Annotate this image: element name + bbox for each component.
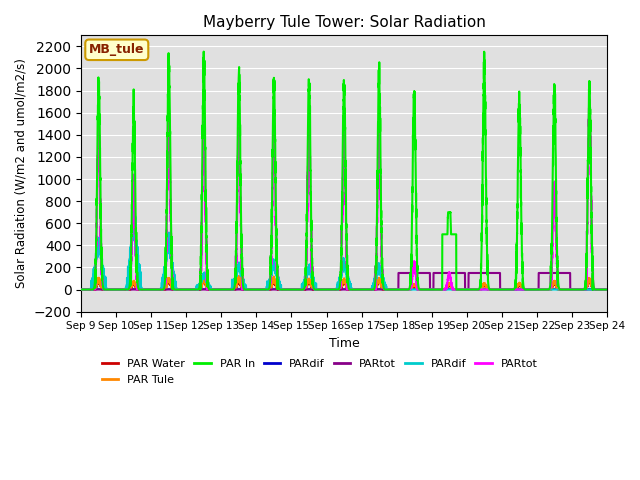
X-axis label: Time: Time — [329, 337, 360, 350]
Title: Mayberry Tule Tower: Solar Radiation: Mayberry Tule Tower: Solar Radiation — [203, 15, 486, 30]
Legend: PAR Water, PAR Tule, PAR In, PARdif, PARtot, PARdif, PARtot: PAR Water, PAR Tule, PAR In, PARdif, PAR… — [97, 355, 542, 389]
Y-axis label: Solar Radiation (W/m2 and umol/m2/s): Solar Radiation (W/m2 and umol/m2/s) — [15, 59, 28, 288]
Text: MB_tule: MB_tule — [89, 43, 145, 56]
